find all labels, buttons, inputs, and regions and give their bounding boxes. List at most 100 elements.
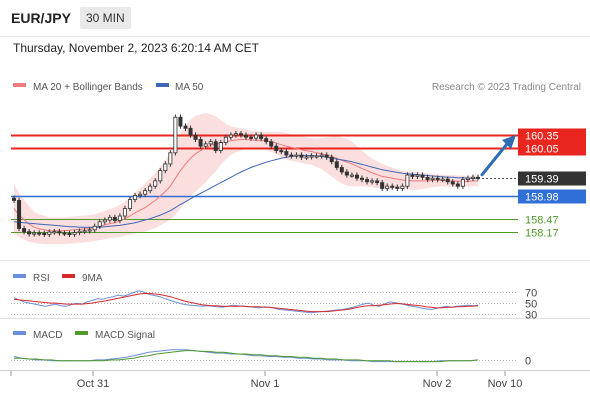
candle-body [470,176,475,179]
candle-body [143,190,148,195]
candle-body [435,177,440,180]
indicator-level-label: 0 [525,356,531,368]
candle-body [57,231,62,234]
candle-body [365,179,370,183]
resistance-label: 160.05 [525,144,559,156]
candle-body [42,233,47,236]
indicator-level-label: 70 [525,288,537,300]
candle-body [359,177,364,180]
macd-legend-label: MACD [33,330,62,341]
candle-body [22,228,27,233]
projection-arrow-shaft [480,142,509,177]
candle-body [455,183,460,187]
indicator-series-line [13,349,479,363]
candle-body [37,232,42,235]
candle-body [233,133,238,136]
candle-body [450,181,455,185]
candle-body [349,174,354,177]
candle-body [395,186,400,189]
candle-body [163,163,168,172]
support-label-box [518,189,586,204]
candle-body [138,193,143,196]
candle-body [87,229,92,232]
candle-body [370,180,375,183]
x-tick-label: Nov 10 [488,378,523,390]
candle-body [380,182,385,189]
candle-body [425,176,430,180]
macd-signal-legend-swatch [75,331,88,335]
candle-body [430,177,435,180]
candle-body [329,156,334,163]
price-levels-layer [11,134,518,233]
candle-body [67,233,72,236]
candle-body [82,230,87,233]
candle-body [148,185,153,192]
candle-body [440,178,445,181]
target-label: 158.47 [525,215,559,227]
bollinger-band-layer [14,113,478,245]
resistance-label-box [518,141,586,156]
candle-body [92,225,97,231]
candles-layer [11,114,480,237]
candle-body [254,134,259,139]
rsi-legend-label: RSI [33,273,50,284]
rsi-ma-legend-swatch [62,274,75,278]
resistance-label: 160.35 [525,131,559,143]
candle-body [153,180,158,187]
symbol-title: EUR/JPY [11,10,71,26]
candle-body [17,200,22,229]
candle-body [127,199,132,209]
candle-body [334,161,339,168]
candle-body [299,154,304,158]
x-tick-label: Nov 1 [251,378,280,390]
candle-body [52,231,57,234]
candle-body [228,134,233,138]
candle-body [133,195,138,200]
candle-body [445,178,450,183]
candle-body [208,141,213,145]
indicator-series-line [14,350,479,363]
candle-body [77,230,82,233]
ma50-legend-swatch [156,83,169,87]
candle-body [178,116,183,127]
ma20-legend-swatch [13,83,26,87]
candle-body [11,197,16,201]
candle-body [203,143,208,147]
candle-body [72,232,77,235]
candle-body [269,141,274,147]
candle-body [465,177,470,180]
copyright-label: Research © 2023 Trading Central [432,82,581,93]
candle-body [27,231,32,235]
candle-body [223,136,228,143]
datetime-label: Thursday, November 2, 2023 6:20:14 AM CE… [13,41,259,55]
candle-body [193,134,198,140]
candle-body [289,154,294,157]
ma50-legend-label: MA 50 [175,82,204,93]
target-label: 158.17 [525,228,559,240]
candle-body [249,136,254,139]
ma50-line [13,155,478,228]
candle-body [294,154,299,157]
candle-body [354,174,359,179]
macd-signal-legend-label: MACD Signal [95,330,155,341]
candle-body [243,134,248,138]
timeframe-button[interactable]: 30 MIN [80,7,131,29]
candle-body [385,185,390,189]
candle-body [259,134,264,139]
candle-body [420,174,425,178]
candle-body [218,142,223,151]
candle-body [339,167,344,173]
candle-body [62,232,67,235]
candle-body [314,155,319,158]
last-price-label-box [518,171,586,186]
candle-body [279,150,284,153]
candle-body [183,125,188,129]
indicator-series-line [13,290,479,314]
candle-body [213,141,218,151]
candle-body [97,221,102,227]
candle-body [102,219,107,223]
bollinger-band-fill [14,113,478,245]
candle-body [188,127,193,136]
